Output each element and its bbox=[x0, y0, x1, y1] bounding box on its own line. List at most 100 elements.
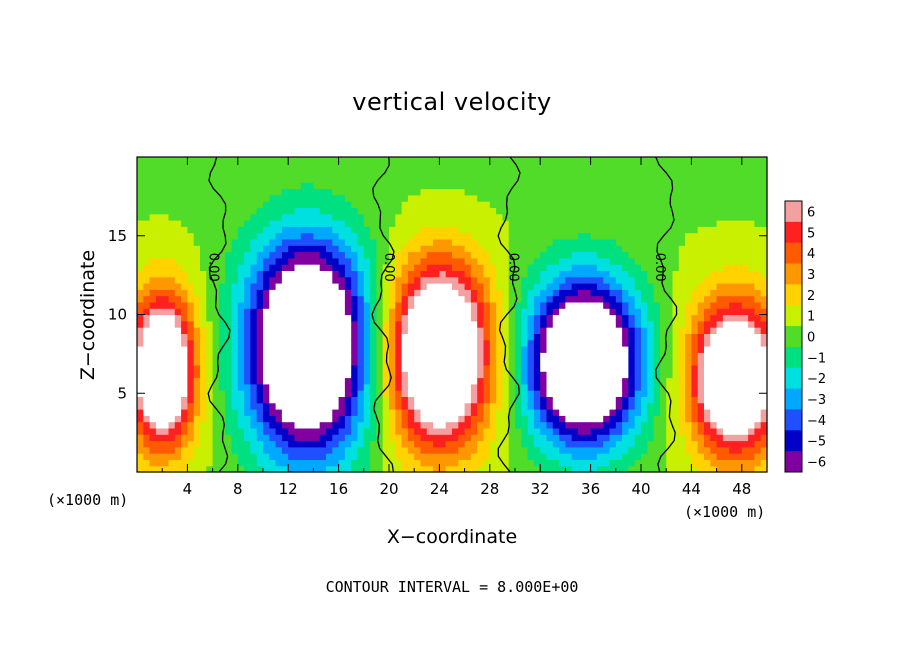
heatmap-cell bbox=[697, 459, 705, 467]
heatmap-cell bbox=[546, 415, 554, 423]
heatmap-cell bbox=[212, 383, 220, 391]
heatmap-cell bbox=[212, 238, 220, 246]
heatmap-cell bbox=[697, 270, 705, 278]
heatmap-cell bbox=[489, 402, 497, 410]
heatmap-cell bbox=[193, 163, 201, 171]
heatmap-cell bbox=[137, 276, 144, 284]
heatmap-cell bbox=[256, 264, 264, 271]
heatmap-cell bbox=[401, 213, 409, 221]
heatmap-cell bbox=[722, 251, 730, 259]
heatmap-cell bbox=[181, 314, 188, 322]
heatmap-cell bbox=[420, 421, 428, 429]
heatmap-cell bbox=[735, 226, 743, 234]
heatmap-cell bbox=[489, 396, 497, 404]
heatmap-cell bbox=[256, 358, 264, 366]
heatmap-cell bbox=[565, 333, 573, 341]
heatmap-cell bbox=[420, 213, 428, 221]
heatmap-cell bbox=[426, 270, 434, 278]
heatmap-cell bbox=[225, 163, 233, 171]
heatmap-cell bbox=[710, 238, 718, 246]
heatmap-cell bbox=[363, 427, 371, 435]
heatmap-cell bbox=[439, 270, 447, 278]
heatmap-cell bbox=[250, 264, 258, 271]
heatmap-cell bbox=[515, 346, 522, 353]
heatmap-cell bbox=[344, 352, 352, 360]
heatmap-cell bbox=[250, 295, 258, 303]
heatmap-cell bbox=[603, 194, 611, 202]
heatmap-cell bbox=[477, 377, 485, 385]
heatmap-cell bbox=[445, 440, 453, 448]
heatmap-cell bbox=[565, 377, 573, 385]
heatmap-cell bbox=[174, 314, 182, 322]
heatmap-cell bbox=[546, 264, 554, 271]
heatmap-cell bbox=[218, 182, 226, 190]
heatmap-cell bbox=[168, 459, 176, 467]
heatmap-cell bbox=[420, 383, 428, 391]
heatmap-cell bbox=[578, 415, 585, 423]
heatmap-cell bbox=[420, 434, 428, 442]
heatmap-cell bbox=[748, 201, 755, 208]
heatmap-cell bbox=[735, 383, 743, 391]
heatmap-cell bbox=[212, 314, 220, 322]
heatmap-cell bbox=[414, 409, 422, 416]
heatmap-cell bbox=[464, 232, 472, 240]
heatmap-cell bbox=[603, 226, 611, 234]
heatmap-cell bbox=[288, 358, 296, 366]
heatmap-cell bbox=[256, 220, 264, 227]
heatmap-cell bbox=[515, 194, 522, 202]
heatmap-cell bbox=[344, 308, 352, 316]
heatmap-cell bbox=[672, 169, 680, 177]
heatmap-cell bbox=[143, 182, 151, 190]
heatmap-cell bbox=[508, 396, 516, 404]
heatmap-cell bbox=[143, 446, 151, 454]
heatmap-cell bbox=[722, 446, 730, 454]
heatmap-cell bbox=[685, 169, 692, 177]
heatmap-cell bbox=[218, 465, 226, 473]
heatmap-cell bbox=[603, 175, 611, 183]
heatmap-cell bbox=[237, 415, 245, 423]
heatmap-cell bbox=[426, 453, 434, 460]
heatmap-cell bbox=[697, 213, 705, 221]
heatmap-cell bbox=[559, 182, 566, 190]
heatmap-cell bbox=[407, 352, 415, 360]
heatmap-cell bbox=[678, 453, 686, 460]
heatmap-cell bbox=[395, 459, 403, 467]
heatmap-cell bbox=[414, 377, 422, 385]
heatmap-cell bbox=[307, 157, 314, 164]
heatmap-cell bbox=[508, 358, 516, 366]
heatmap-cell bbox=[748, 245, 755, 253]
heatmap-cell bbox=[634, 283, 642, 290]
heatmap-cell bbox=[716, 465, 724, 473]
heatmap-cell bbox=[552, 339, 560, 347]
heatmap-cell bbox=[225, 188, 233, 196]
heatmap-cell bbox=[275, 194, 283, 202]
heatmap-cell bbox=[200, 169, 207, 177]
heatmap-cell bbox=[206, 383, 214, 391]
heatmap-cell bbox=[578, 352, 585, 360]
heatmap-cell bbox=[496, 320, 503, 328]
heatmap-cell bbox=[143, 371, 151, 379]
heatmap-cell bbox=[414, 421, 422, 429]
heatmap-cell bbox=[641, 465, 648, 473]
heatmap-cell bbox=[754, 257, 762, 265]
heatmap-cell bbox=[716, 251, 724, 259]
heatmap-cell bbox=[237, 213, 245, 221]
heatmap-cell bbox=[653, 175, 661, 183]
heatmap-cell bbox=[288, 301, 296, 309]
heatmap-cell bbox=[319, 289, 327, 297]
heatmap-cell bbox=[666, 194, 674, 202]
heatmap-cell bbox=[137, 301, 144, 309]
heatmap-cell bbox=[269, 289, 277, 297]
heatmap-cell bbox=[464, 213, 472, 221]
heatmap-cell bbox=[149, 169, 157, 177]
heatmap-cell bbox=[344, 257, 352, 265]
heatmap-cell bbox=[609, 459, 617, 467]
heatmap-cell bbox=[458, 364, 466, 372]
heatmap-cell bbox=[168, 182, 176, 190]
heatmap-cell bbox=[571, 283, 579, 290]
heatmap-cell bbox=[206, 201, 214, 208]
heatmap-cell bbox=[370, 383, 377, 391]
heatmap-cell bbox=[590, 396, 598, 404]
heatmap-cell bbox=[181, 346, 188, 353]
heatmap-cell bbox=[200, 352, 207, 360]
